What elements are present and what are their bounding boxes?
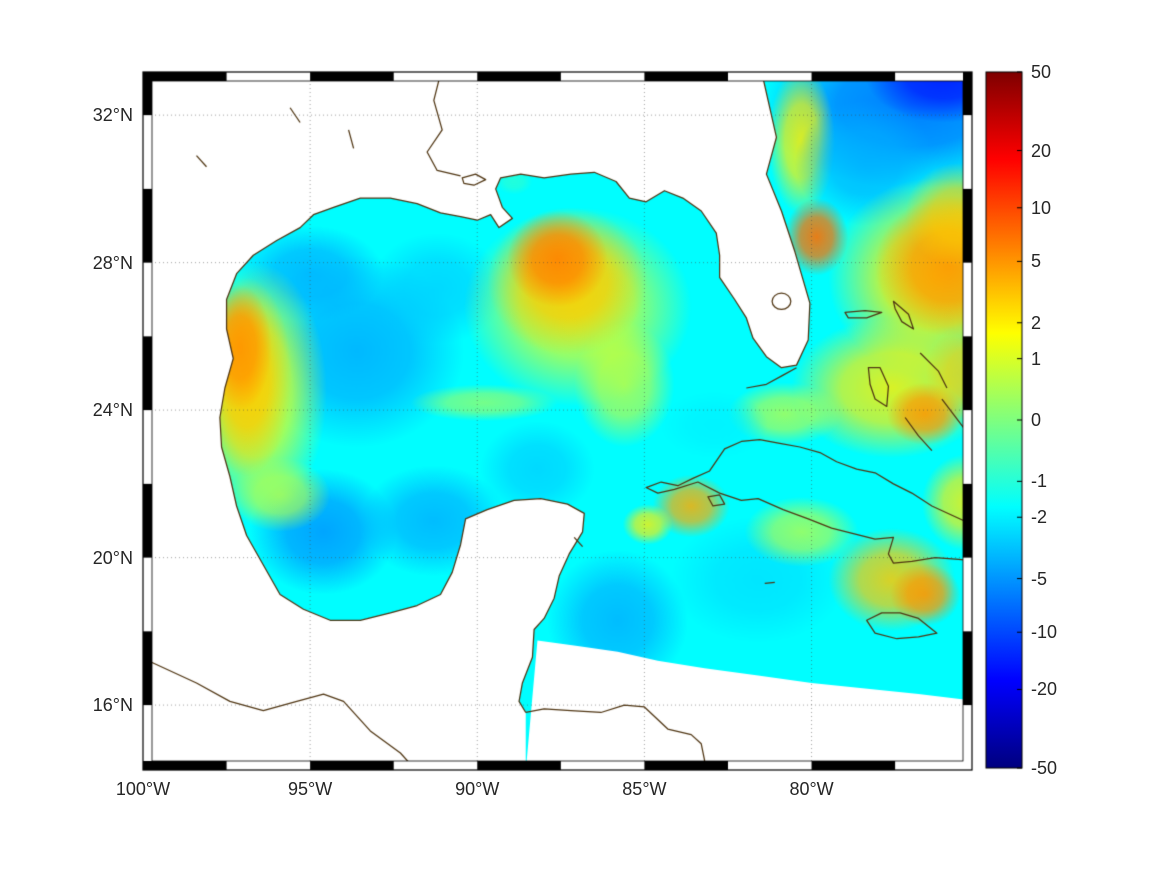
colorbar-tick-label: 50 [1031,62,1052,82]
y-tick-label: 16°N [92,695,133,716]
x-tick-label: 80°W [789,779,834,799]
colorbar-tick-label: -1 [1031,471,1048,492]
x-tick-label: 95°W [288,779,333,799]
y-tick-label: 20°N [92,547,133,568]
colorbar-tick-label: -50 [1031,758,1058,778]
x-tick-label: 85°W [622,779,667,799]
colorbar-tick-label: 1 [1031,348,1042,369]
colorbar-tick-label: 2 [1031,312,1042,333]
colorbar-tick-label: 10 [1031,197,1052,218]
colorbar-tick-label: -20 [1031,679,1058,700]
colorbar-tick-label: -2 [1031,507,1048,528]
x-tick-label: 90°W [455,779,500,799]
colorbar-tick-label: 0 [1031,410,1042,430]
y-tick-label: 28°N [92,252,133,273]
colorbar-tick-label: 5 [1031,251,1042,272]
colorbar-tick-label: -10 [1031,622,1058,643]
y-tick-label: 32°N [92,105,133,126]
colorbar-tick-label: -5 [1031,568,1048,589]
colorbar-tick-label: 20 [1031,140,1052,161]
y-tick-label: 24°N [92,400,133,421]
x-tick-label: 100°W [115,779,171,799]
